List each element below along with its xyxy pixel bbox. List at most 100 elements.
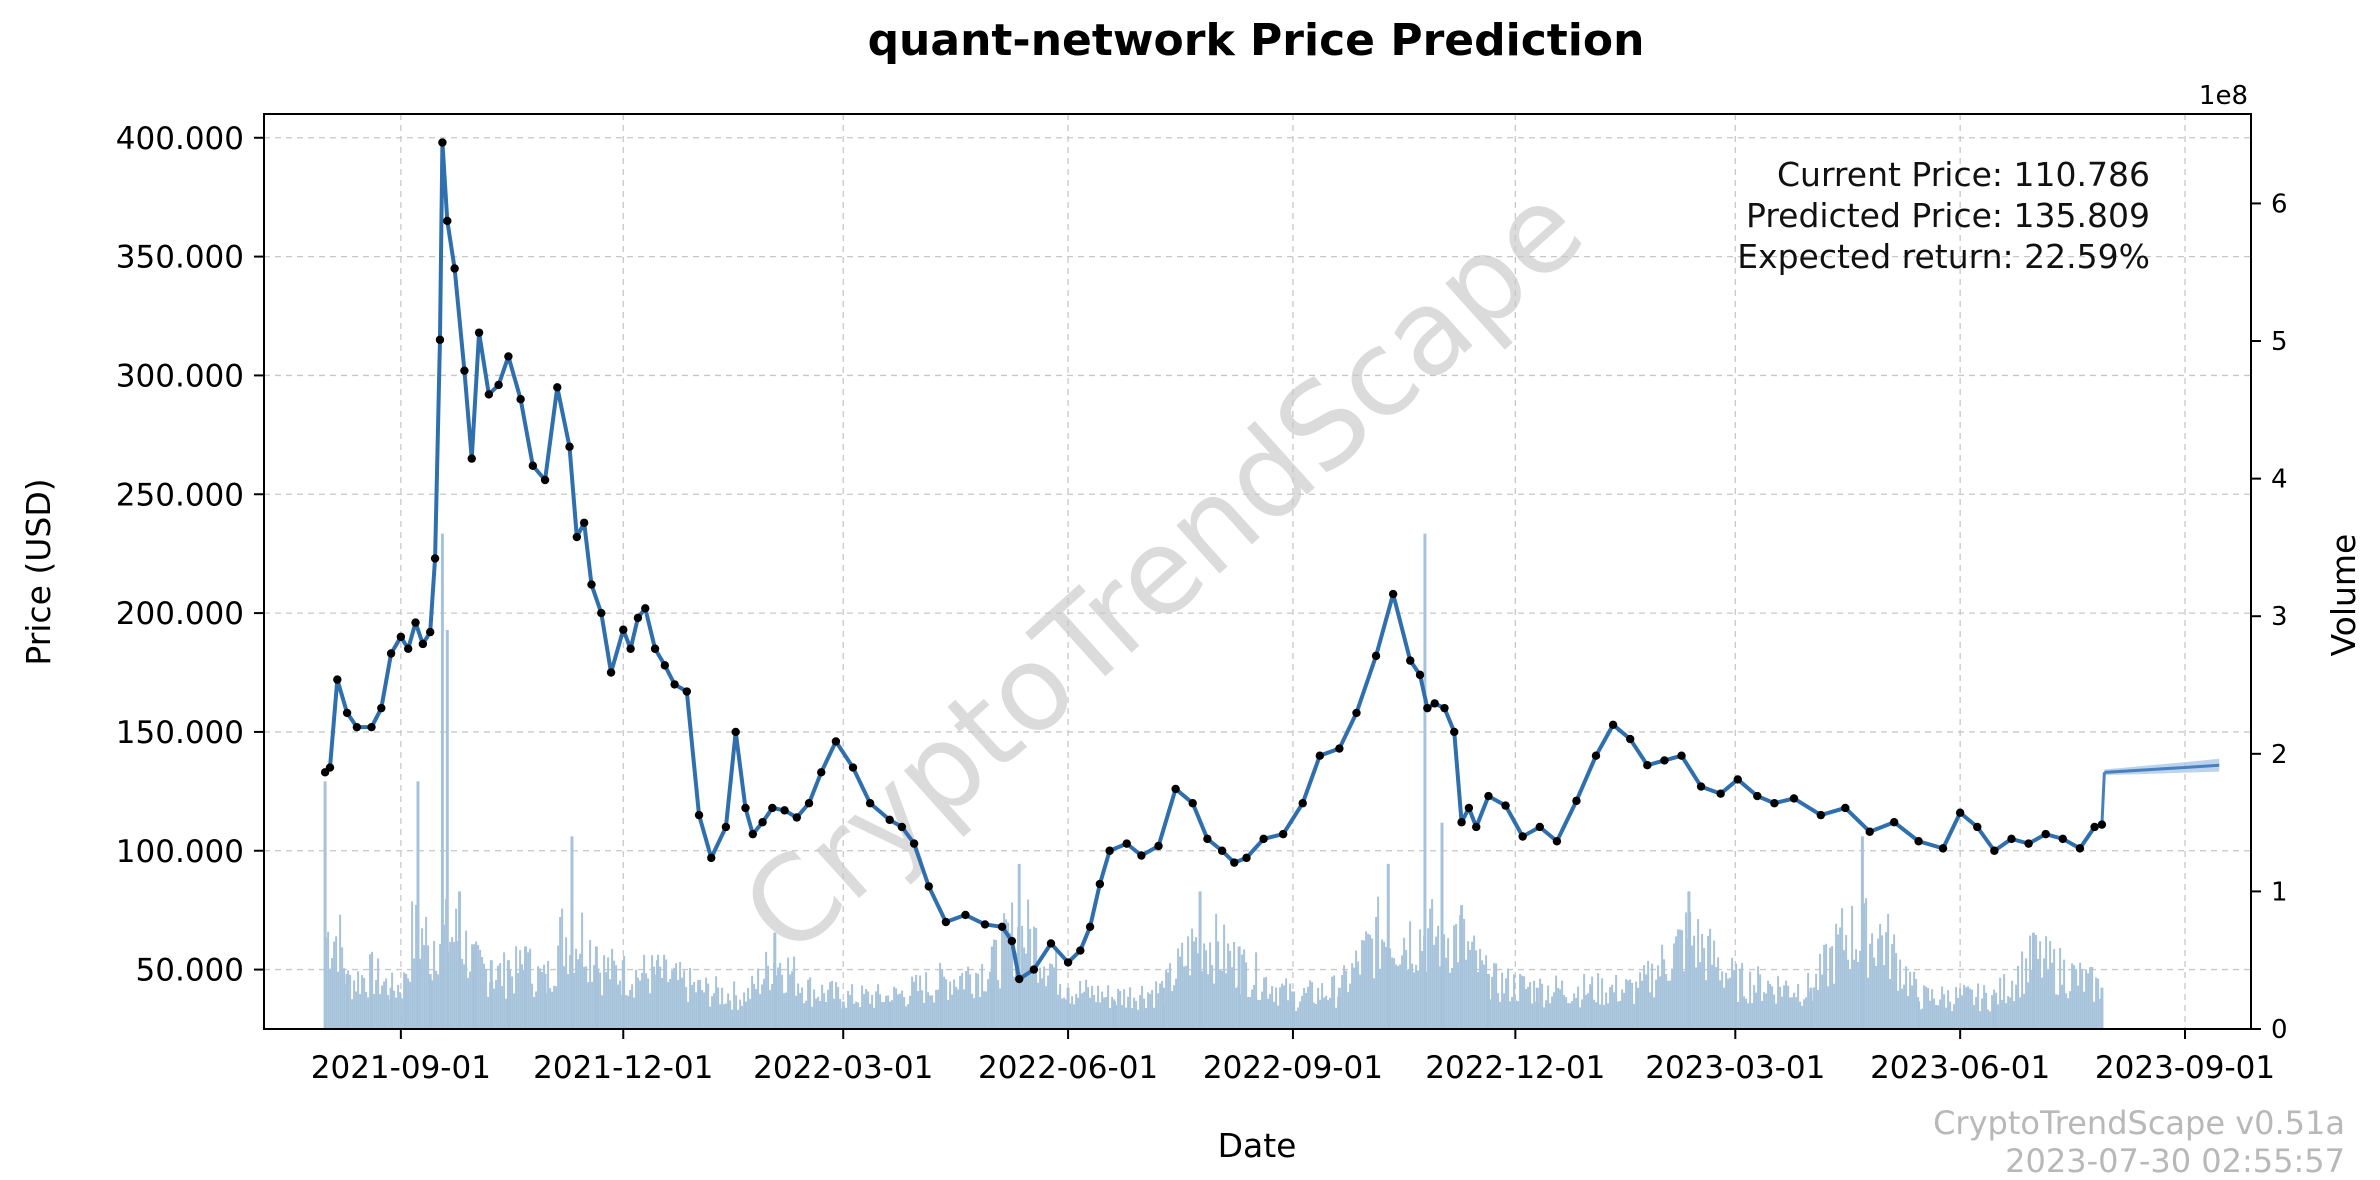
volume-bar bbox=[1513, 974, 1516, 1029]
volume-bar bbox=[1559, 989, 1562, 1029]
volume-bar bbox=[1285, 978, 1288, 1029]
volume-bar bbox=[763, 978, 766, 1029]
price-point bbox=[1298, 799, 1307, 808]
volume-bar bbox=[1121, 1005, 1124, 1029]
volume-bar bbox=[1411, 963, 1414, 1029]
volume-bar bbox=[543, 973, 547, 1029]
volume-bar bbox=[1149, 993, 1152, 1029]
footer-version: CryptoTrendScape v0.51a bbox=[1933, 1104, 2345, 1142]
volume-bar bbox=[1681, 930, 1684, 1029]
volume-bar bbox=[1193, 941, 1196, 1029]
volume-bar bbox=[1629, 979, 1632, 1029]
price-point bbox=[1352, 708, 1361, 718]
volume-bar bbox=[679, 962, 682, 1029]
volume-bar bbox=[1835, 923, 1838, 1029]
volume-bar bbox=[519, 950, 522, 1029]
volume-bar bbox=[563, 966, 566, 1029]
volume-bar bbox=[687, 1002, 690, 1029]
price-point bbox=[606, 668, 616, 677]
volume-bar bbox=[2059, 947, 2062, 1029]
volume-bar bbox=[689, 967, 692, 1029]
y-tick-label: 400.000 bbox=[116, 121, 244, 157]
volume-bar bbox=[2097, 978, 2100, 1029]
volume-bar bbox=[979, 996, 982, 1029]
volume-bar bbox=[1369, 934, 1372, 1029]
volume-bar bbox=[416, 781, 420, 1029]
volume-bar bbox=[1275, 987, 1278, 1029]
price-point bbox=[2075, 844, 2085, 853]
volume-bar bbox=[1439, 966, 1442, 1029]
x-tick-label: 2023-06-01 bbox=[1870, 1050, 2050, 1086]
volume-bar bbox=[915, 974, 918, 1029]
volume-bar bbox=[769, 990, 772, 1029]
price-point bbox=[597, 608, 606, 618]
volume-bar bbox=[1155, 981, 1158, 1029]
volume-bar bbox=[1587, 993, 1590, 1029]
price-point bbox=[450, 264, 459, 273]
volume-bar bbox=[355, 991, 358, 1029]
price-point bbox=[386, 649, 396, 658]
volume-bar bbox=[973, 998, 976, 1029]
volume-bar bbox=[1491, 976, 1494, 1029]
price-point bbox=[367, 722, 376, 732]
volume-bar bbox=[1227, 943, 1230, 1029]
price-point bbox=[941, 917, 951, 927]
price-point bbox=[1816, 810, 1826, 820]
volume-bar bbox=[1171, 990, 1174, 1029]
price-point bbox=[1865, 827, 1874, 836]
volume-bar bbox=[1759, 974, 1762, 1029]
volume-bar bbox=[651, 955, 654, 1029]
volume-bar bbox=[1047, 975, 1050, 1029]
volume-bar bbox=[1955, 986, 1958, 1029]
x-tick-label: 2022-12-01 bbox=[1425, 1050, 1605, 1086]
volume-bar bbox=[1031, 967, 1034, 1029]
volume-bar bbox=[933, 1002, 936, 1029]
volume-bar bbox=[1707, 935, 1710, 1029]
volume-bar bbox=[1255, 952, 1258, 1029]
price-point bbox=[438, 138, 447, 147]
volume-bar bbox=[947, 999, 950, 1029]
volume-bar bbox=[945, 979, 948, 1029]
volume-bar bbox=[1671, 968, 1674, 1029]
volume-bar bbox=[629, 989, 632, 1029]
volume-bar bbox=[1509, 1001, 1512, 1029]
price-point bbox=[342, 708, 352, 718]
volume-bar bbox=[1347, 992, 1350, 1029]
volume-bar bbox=[1889, 978, 1892, 1029]
volume-bar bbox=[663, 954, 666, 1029]
volume-bar bbox=[851, 984, 854, 1029]
volume-bar bbox=[1679, 929, 1682, 1029]
volume-bar bbox=[1281, 983, 1284, 1029]
volume-bar bbox=[541, 971, 544, 1029]
volume-bar bbox=[1599, 1004, 1602, 1029]
volume-bar bbox=[587, 982, 590, 1029]
volume-bar bbox=[771, 983, 774, 1029]
volume-bar bbox=[795, 995, 798, 1029]
volume-bar bbox=[637, 977, 640, 1029]
volume-bar bbox=[1745, 998, 1748, 1029]
volume-bar bbox=[1839, 927, 1842, 1029]
volume-bar bbox=[1727, 978, 1730, 1029]
volume-bar bbox=[404, 973, 408, 1029]
volume-bar bbox=[387, 995, 390, 1029]
volume-bar bbox=[1757, 966, 1760, 1029]
volume-bar bbox=[1501, 972, 1504, 1029]
y2-tick-label: 0 bbox=[2271, 1015, 2288, 1045]
volume-bar bbox=[1895, 953, 1898, 1029]
volume-bar bbox=[1177, 948, 1180, 1029]
volume-bar bbox=[1631, 982, 1634, 1029]
price-point bbox=[2097, 820, 2107, 829]
volume-bar bbox=[509, 970, 512, 1029]
volume-bar bbox=[1641, 980, 1644, 1029]
volume-bar bbox=[1885, 932, 1888, 1029]
y2-tick-label: 4 bbox=[2271, 465, 2288, 495]
volume-bar bbox=[1813, 987, 1816, 1029]
volume-bar bbox=[1899, 959, 1902, 1029]
volume-bar bbox=[1527, 986, 1530, 1029]
volume-bar bbox=[561, 908, 564, 1029]
volume-bar bbox=[1973, 1005, 1976, 1029]
volume-bar bbox=[727, 993, 730, 1029]
y-axis-label: Price (USD) bbox=[19, 478, 58, 665]
volume-bar bbox=[1535, 987, 1539, 1029]
volume-bar bbox=[533, 996, 536, 1029]
